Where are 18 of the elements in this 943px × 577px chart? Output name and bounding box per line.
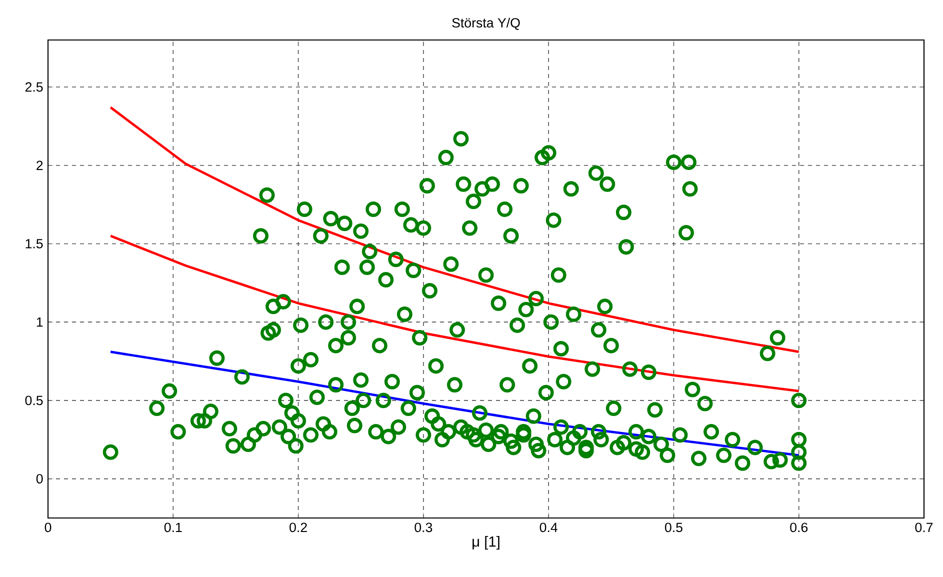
x-tick-label: 0.3 <box>414 522 432 532</box>
y-tick-label: 2.5 <box>25 82 43 92</box>
y-tick-label: 2 <box>36 160 43 170</box>
line-series <box>109 234 800 392</box>
x-tick-label: 0.5 <box>664 522 682 532</box>
y-tick-label: 0.5 <box>25 396 43 406</box>
x-tick-label: 0.1 <box>164 522 182 532</box>
x-tick-label: 0.2 <box>290 522 307 532</box>
x-tick-label: 0 <box>44 522 52 532</box>
x-tick-label: 0.7 <box>915 522 933 532</box>
y-tick-label: 1 <box>36 317 43 327</box>
y-tick-label: 0 <box>36 474 43 484</box>
chart-title: Största Y/Q <box>452 18 520 30</box>
x-tick-label: 0.4 <box>540 522 558 532</box>
x-tick-label: 0.6 <box>790 522 808 532</box>
x-axis-title: μ [1] <box>472 536 500 550</box>
y-tick-label: 1.5 <box>26 239 43 248</box>
line-series <box>109 106 800 354</box>
